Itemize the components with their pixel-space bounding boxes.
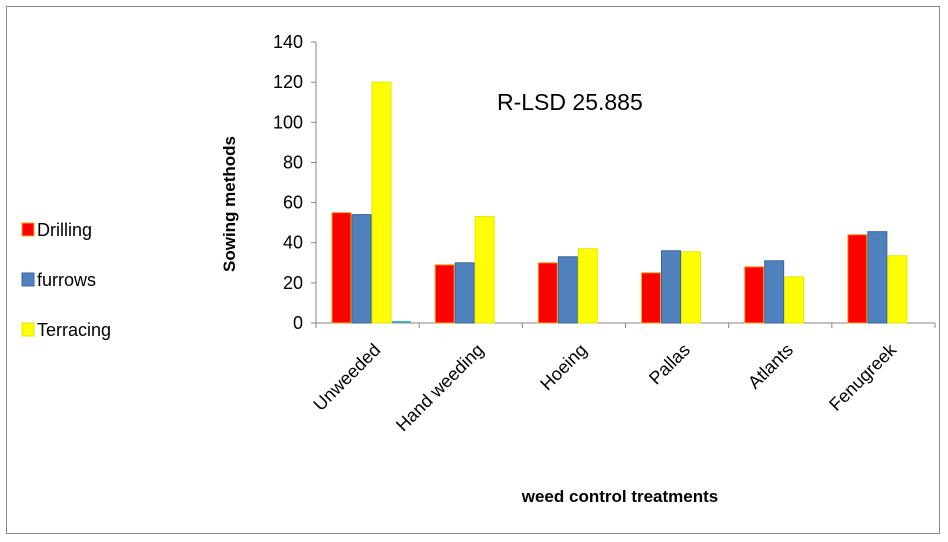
y-tick-label: 140: [273, 32, 303, 52]
category-label: Pallas: [645, 340, 694, 389]
y-tick-label: 60: [283, 193, 303, 213]
y-axis-title: Sowing methods: [220, 136, 239, 272]
y-tick-label: 20: [283, 273, 303, 293]
legend: Drilling furrows Terracing: [21, 220, 111, 340]
bar-terracing-1: [474, 216, 495, 324]
category-label: Hand weeding: [392, 340, 488, 436]
bar-drilling-5: [847, 234, 868, 324]
category-label: Unweeded: [309, 340, 384, 415]
legend-swatch-terracing: [21, 322, 35, 337]
y-tick-label: 40: [283, 233, 303, 253]
bar-drilling-4: [744, 266, 765, 324]
bar-terracing-2: [577, 248, 598, 324]
bars: [331, 81, 908, 324]
bar-extra-0: [392, 320, 411, 323]
bar-furrows-2: [557, 256, 578, 324]
bar-terracing-3: [681, 251, 701, 324]
bar-drilling-1: [434, 264, 455, 324]
legend-label: Terracing: [37, 320, 111, 340]
y-tick-label: 0: [293, 313, 303, 333]
x-axis-title: weed control treatments: [521, 487, 719, 506]
bar-furrows-5: [867, 231, 888, 324]
bar-chart: 0 20 40 60 80 100 120 140 Unweeded Hand weeding H…: [21, 32, 936, 506]
legend-swatch-furrows: [21, 272, 35, 287]
y-tick-label: 100: [273, 112, 303, 132]
category-label: Fenugreek: [825, 339, 901, 415]
chart-frame: 0 20 40 60 80 100 120 140 Unweeded Hand weeding H…: [6, 6, 940, 534]
bar-drilling-2: [537, 262, 558, 324]
legend-swatch-drilling: [21, 222, 35, 237]
bar-terracing-5: [887, 255, 908, 324]
category-labels: Unweeded Hand weeding Hoeing Pallas Atlants F…: [309, 339, 901, 435]
bar-furrows-3: [661, 250, 681, 324]
y-tick-label: 80: [283, 152, 303, 172]
lsd-annotation: R-LSD 25.885: [497, 89, 643, 115]
category-label: Hoeing: [536, 340, 590, 394]
bar-furrows-1: [454, 262, 475, 324]
legend-label: furrows: [37, 270, 96, 290]
legend-label: Drilling: [37, 220, 92, 240]
bar-drilling-3: [641, 272, 661, 324]
bar-terracing-0: [371, 81, 392, 324]
y-tick-label: 120: [273, 72, 303, 92]
bar-furrows-0: [351, 214, 372, 324]
bar-drilling-0: [331, 212, 352, 324]
axes: 0 20 40 60 80 100 120 140: [273, 32, 936, 333]
bar-furrows-4: [764, 260, 785, 324]
bar-terracing-4: [784, 276, 805, 324]
category-label: Atlants: [744, 340, 797, 393]
